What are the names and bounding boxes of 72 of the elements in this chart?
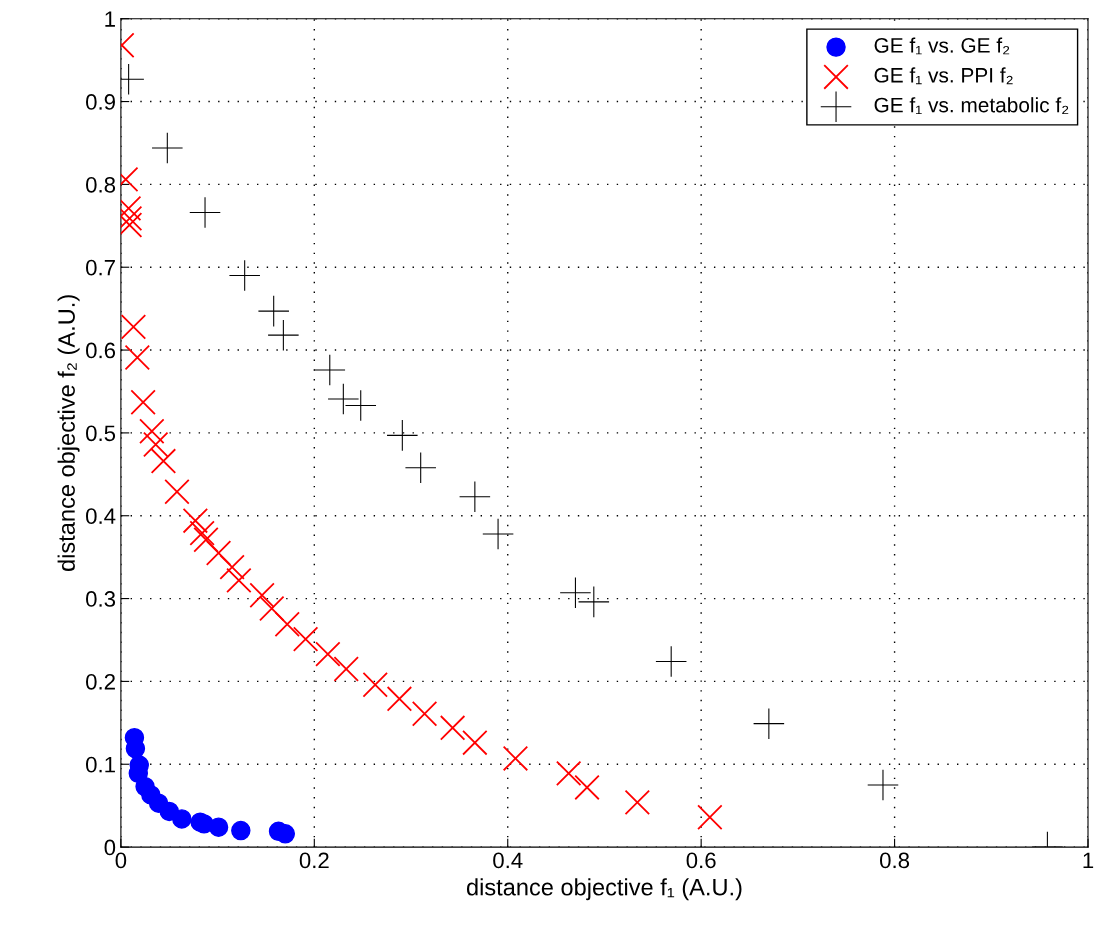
y-tick-label: 1 [105,11,115,27]
y-tick-label: 0.7 [86,259,115,276]
point [867,769,899,801]
point [189,197,221,228]
point [258,295,289,327]
y-tick-label: 0.5 [86,425,116,442]
point [259,595,285,622]
point [314,354,346,386]
point [219,554,245,580]
x-tick-label: 0.2 [299,852,329,869]
point [387,420,418,451]
legend-label: GE f₁ vs. metabolic f₂ [874,97,1069,115]
point [205,540,232,566]
point [268,319,299,351]
point [164,479,190,505]
point [386,686,413,712]
y-tick-label: 0 [104,839,116,856]
point [555,760,582,787]
point [502,745,529,772]
point [124,344,151,371]
point [226,567,252,594]
point [328,383,359,415]
point [697,804,723,830]
point [249,582,275,608]
point [462,729,488,756]
point [120,314,147,340]
point [411,701,438,727]
point [292,626,319,652]
point [182,507,209,534]
x-tick-label: 0.4 [493,852,523,869]
point [574,774,600,801]
y-tick-label: 0.1 [86,756,115,773]
legend-label: GE f₁ vs. GE f₂ [874,37,1010,55]
point [150,448,177,474]
x-tick-label: 0.6 [686,852,716,869]
point [208,817,229,837]
point [753,708,785,739]
point [482,518,514,550]
y-tick-label: 0.8 [86,176,116,193]
point [193,527,219,553]
point [275,824,296,844]
point [172,809,192,829]
point [130,389,156,415]
point [439,715,466,741]
point [139,418,165,444]
y-tick-label: 0.4 [86,508,116,525]
point [142,431,169,458]
y-tick-label: 0.6 [86,342,116,359]
point [345,390,377,421]
y-tick-label: 0.9 [86,94,115,110]
point [459,481,491,512]
point [362,672,388,698]
point [274,611,300,637]
x-tick-label: 1 [1083,852,1094,869]
point [624,789,651,816]
point [560,577,591,609]
point [229,260,260,291]
x-tick-label: 0 [115,852,127,869]
point [578,586,610,618]
point [189,520,215,546]
point [315,641,341,667]
point [152,132,183,164]
x-tick-label: 0.8 [880,852,910,869]
y-axis-title: distance objective f₂ (A.U.) [57,295,80,571]
point [405,452,436,483]
legend-label: GE f₁ vs. PPI f₂ [874,67,1013,85]
point [333,656,359,682]
point [655,646,687,677]
y-tick-label: 0.3 [86,591,116,607]
point [231,820,251,841]
x-axis-title: distance objective f₁ (A.U.) [466,878,742,901]
y-tick-label: 0.2 [86,673,115,690]
